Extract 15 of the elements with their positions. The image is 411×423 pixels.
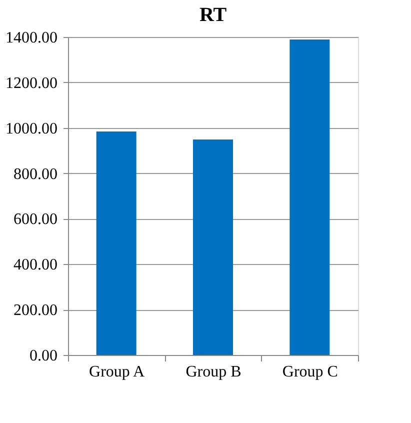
x-tick-label: Group B [186, 364, 242, 380]
bar [193, 139, 233, 355]
y-tick-label: 800.00 [14, 166, 58, 183]
y-tick-label: 1200.00 [6, 74, 58, 92]
y-tick-label: 600.00 [14, 211, 58, 228]
bar [290, 40, 330, 355]
x-tick-label: Group C [282, 364, 338, 380]
y-tick-label: 1400.00 [6, 30, 58, 46]
bar [96, 131, 136, 355]
y-tick-label: 0.00 [30, 348, 58, 364]
x-tick-label: Group A [89, 364, 146, 380]
y-tick-label: 400.00 [14, 256, 58, 274]
y-tick-label: 200.00 [14, 302, 58, 320]
y-tick-label: 1000.00 [6, 120, 58, 138]
chart-title: RT [199, 4, 228, 26]
